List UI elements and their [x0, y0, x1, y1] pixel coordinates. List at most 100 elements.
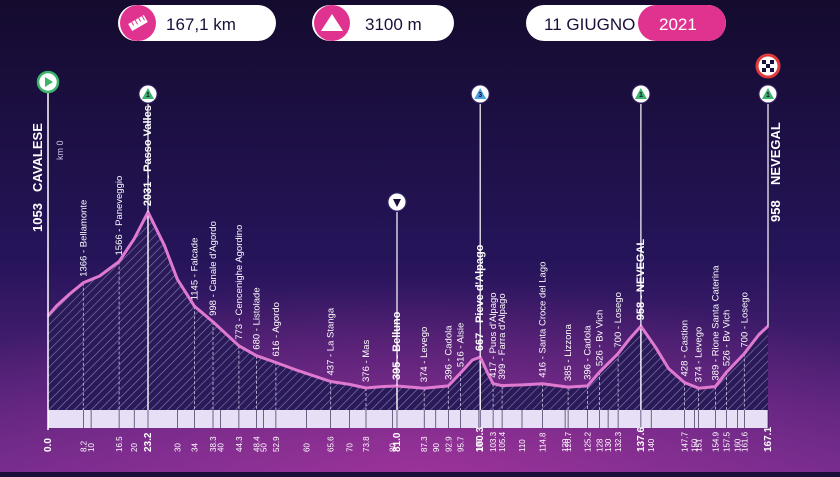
- profile-point: [542, 383, 544, 385]
- date-value: 11 GIUGNO: [544, 15, 635, 34]
- km-tick-label: 130: [604, 438, 613, 452]
- km-tick-label: 80: [389, 443, 398, 452]
- km-tick-label: 137.6: [636, 427, 647, 452]
- axis-band: [48, 410, 768, 428]
- km-tick-label: 50: [259, 443, 268, 452]
- km-tick-label: 38.3: [209, 436, 218, 452]
- climb-category-label: 1: [639, 92, 643, 99]
- waypoint-label: 428 - Castion: [679, 320, 690, 377]
- profile-point: [698, 387, 700, 389]
- profile-point: [118, 260, 120, 263]
- waypoint-label: 616 - Agordo: [271, 302, 282, 356]
- km-tick-label: 16.5: [115, 436, 124, 452]
- km-tick-label: 110: [518, 439, 527, 452]
- ruler-icon: [128, 15, 148, 31]
- climb-mountain-glyph: [762, 88, 774, 99]
- km-tick-label: 60: [303, 443, 312, 452]
- header-date: 11 GIUGNO 2021: [526, 5, 726, 41]
- km-tick-label: 92.9: [444, 436, 453, 452]
- profile-point: [212, 321, 214, 323]
- distance-pill: [118, 5, 276, 41]
- km-tick-label: 157.5: [723, 431, 732, 452]
- waypoint-label: 1145 - Falcade: [190, 238, 201, 301]
- profile-point: [447, 385, 449, 387]
- waypoint-label: 1366 - Bellamonte: [78, 200, 89, 277]
- finish-block: 958 NEVEGAL: [755, 53, 783, 222]
- descent-arrow: [393, 199, 401, 207]
- mountain-icon: [321, 14, 343, 31]
- km-tick-label: 103.3: [489, 431, 498, 452]
- waypoint-label: 998 - Canale d'Agordo: [208, 221, 219, 316]
- finish-elevation: 958: [768, 200, 783, 222]
- header-distance: 167,1 km: [118, 5, 276, 41]
- km-tick-label: 23.2: [143, 432, 154, 452]
- profile-point: [617, 353, 619, 355]
- profile-point: [163, 244, 165, 246]
- km-tick-label: 30: [173, 443, 182, 452]
- profile-line-group: [46, 210, 770, 390]
- profile-point: [667, 367, 670, 370]
- profile-point: [598, 371, 601, 373]
- profile-point: [330, 380, 332, 383]
- profile-point: [255, 355, 258, 357]
- km-tick-label: 160: [733, 438, 742, 452]
- profile-point: [193, 305, 196, 307]
- waypoint-label: 700 - Losego: [613, 292, 624, 347]
- profile-point: [471, 359, 473, 361]
- profile-point: [99, 275, 101, 277]
- year-pill: [638, 5, 726, 41]
- waypoint-label: 385 - Lizzona: [563, 323, 574, 381]
- km-tick-label: 40: [216, 443, 225, 452]
- profile-point: [275, 361, 277, 364]
- km-tick-label: 87.3: [420, 436, 429, 452]
- start-elevation: 1053: [30, 203, 45, 232]
- km-tick-label: 34: [191, 443, 200, 452]
- elevation-value: 3100 m: [365, 15, 422, 34]
- profile-point: [133, 238, 135, 240]
- profile-point: [297, 370, 299, 372]
- profile-point: [459, 372, 461, 374]
- waypoint-label: 374 - Levego: [694, 327, 705, 382]
- km-axis: 0.0 8.210 16.5 20 23.2 30 34 38.340 44.3 48.450 52…: [43, 410, 774, 452]
- km-tick-label: 105.4: [498, 431, 507, 452]
- profile-point: [82, 282, 84, 284]
- profile-point: [238, 345, 240, 347]
- km-tick-label: 44.3: [235, 436, 244, 452]
- profile-point: [629, 338, 631, 340]
- profile-fill: [48, 212, 768, 410]
- year-value: 2021: [659, 15, 697, 34]
- waypoint-label: 773 - Cencenighe Agordino: [234, 225, 245, 340]
- profile-point: [521, 384, 523, 386]
- climb-markers: 1 3 1 1: [138, 84, 778, 386]
- waypoint-lines: [82, 212, 745, 410]
- km-tick-label: 147.7: [680, 431, 689, 452]
- waypoint-label: 376 - Mas: [361, 340, 372, 382]
- waypoint-label: 374 - Levego: [419, 327, 430, 382]
- profile-point: [714, 386, 717, 388]
- profile-point: [56, 305, 58, 307]
- waypoint-label: 389 - Rione Santa Caterina: [710, 265, 721, 381]
- waypoint-label: 399 - Farra d'Alpago: [497, 293, 508, 379]
- km-tick-label: 151: [695, 438, 704, 452]
- profile-point: [567, 386, 569, 388]
- climb-mountain-glyph: [634, 88, 647, 99]
- climb-category-label: 3: [478, 92, 482, 99]
- km-tick-label: 0.0: [43, 438, 54, 452]
- profile-point: [365, 387, 367, 389]
- profile-line: [46, 210, 770, 390]
- km-tick-label: 90: [432, 443, 441, 452]
- climb-mountain-glyph: [474, 88, 487, 99]
- profile-point: [758, 333, 760, 336]
- climb-category-label: 1: [766, 92, 770, 99]
- start-km-note: km 0: [55, 140, 65, 160]
- km-tick-label: 132.3: [614, 431, 623, 452]
- waypoint-label: 416 - Santa Croce del Lago: [538, 262, 549, 378]
- profile-point: [383, 385, 385, 388]
- play-triangle: [45, 77, 53, 87]
- profile-area: [48, 212, 768, 428]
- km-tick-label: 114.8: [539, 432, 548, 452]
- km-tick-label: 140: [647, 438, 656, 452]
